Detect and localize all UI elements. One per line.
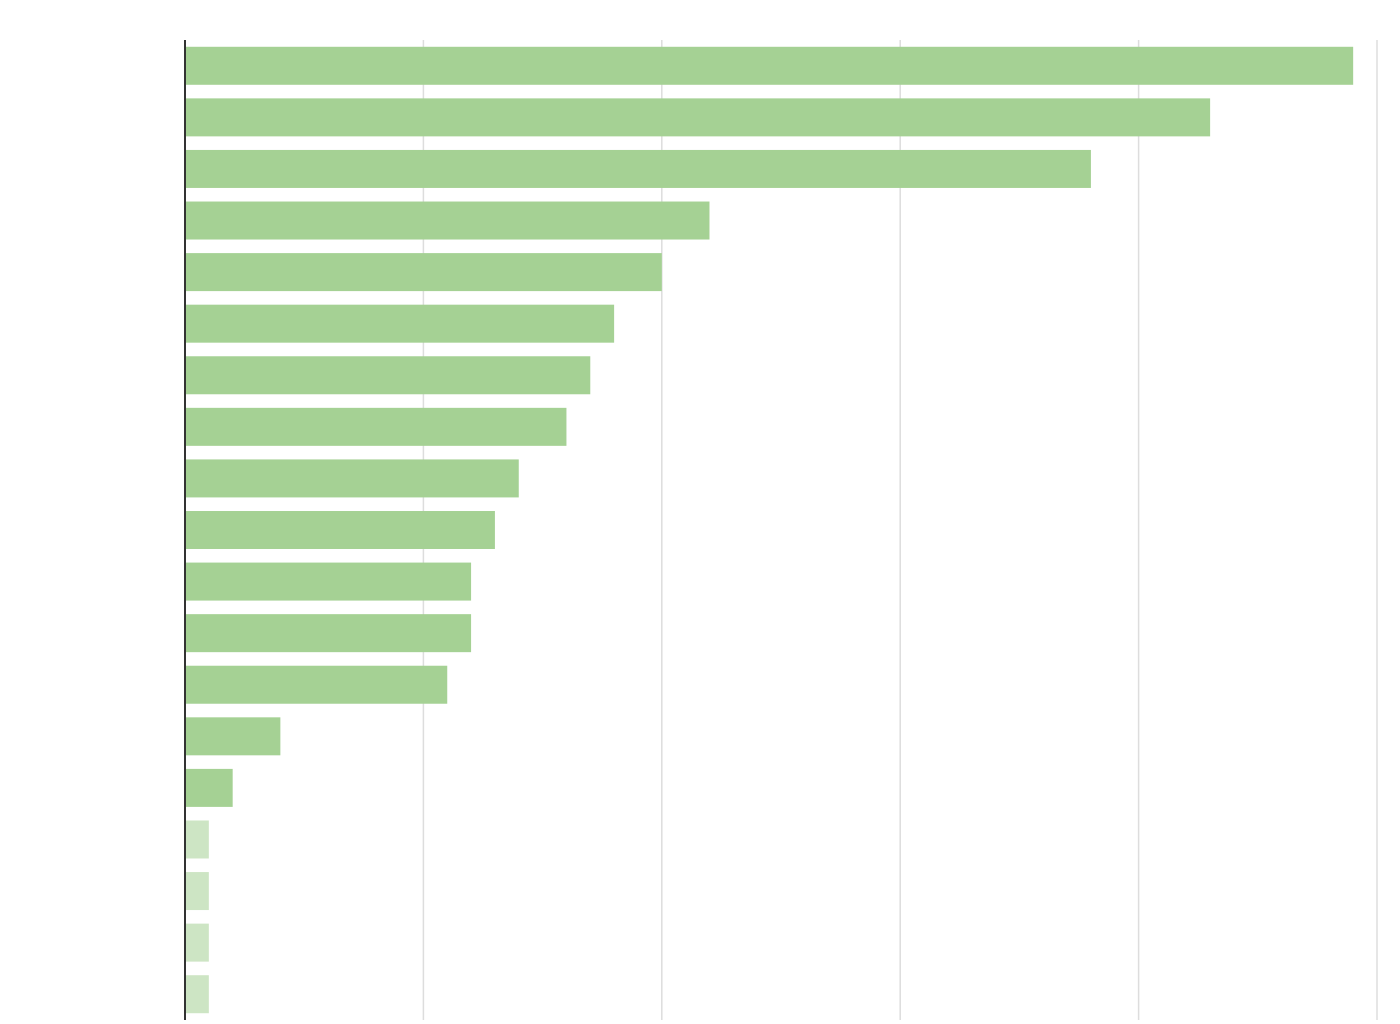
bar — [185, 511, 495, 549]
bar — [185, 768, 233, 807]
bar — [185, 459, 519, 498]
bar — [185, 407, 567, 446]
bar — [185, 98, 1211, 137]
bar — [185, 46, 1354, 85]
bar — [185, 665, 448, 704]
bar — [185, 356, 591, 395]
bar — [185, 614, 472, 653]
bar — [185, 717, 281, 756]
bar — [185, 923, 209, 962]
bar — [185, 872, 209, 911]
bar — [185, 149, 1091, 188]
bar — [185, 975, 209, 1014]
bar — [185, 253, 662, 292]
bar — [185, 304, 615, 343]
bar — [185, 820, 209, 859]
bar — [185, 201, 710, 240]
bar — [185, 562, 472, 601]
